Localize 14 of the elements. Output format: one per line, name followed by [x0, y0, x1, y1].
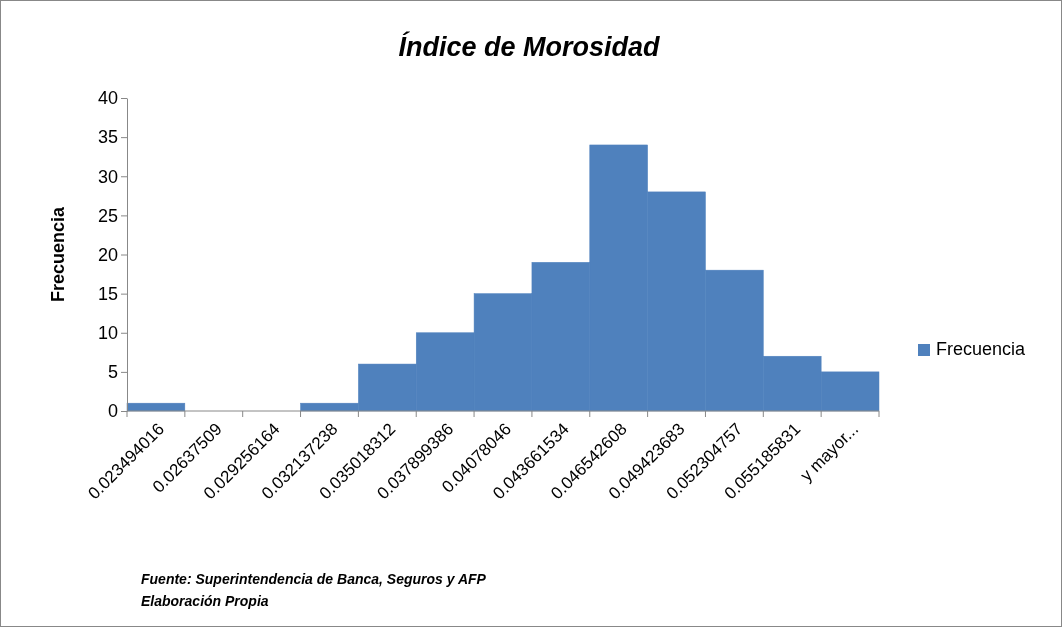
y-tick-label: 0: [107, 401, 118, 422]
y-tick-label: 15: [97, 283, 118, 304]
y-tick-label: 10: [97, 323, 118, 344]
y-tick-label: 5: [107, 362, 118, 383]
chart-title: Índice de Morosidad: [398, 31, 661, 62]
y-tick-label: 40: [97, 88, 118, 109]
legend-label: Frecuencia: [936, 338, 1027, 359]
source-note: Fuente: Superintendencia de Banca, Seguros y AFP: [141, 571, 487, 587]
text: Elaboración Propia: [141, 593, 269, 609]
y-tick-label: 20: [97, 244, 118, 265]
y-tick-label: 35: [97, 127, 118, 148]
y-tick-label: 30: [97, 166, 118, 187]
y-tick-label: 25: [97, 205, 118, 226]
y-axis-title: Frecuencia: [48, 205, 68, 303]
